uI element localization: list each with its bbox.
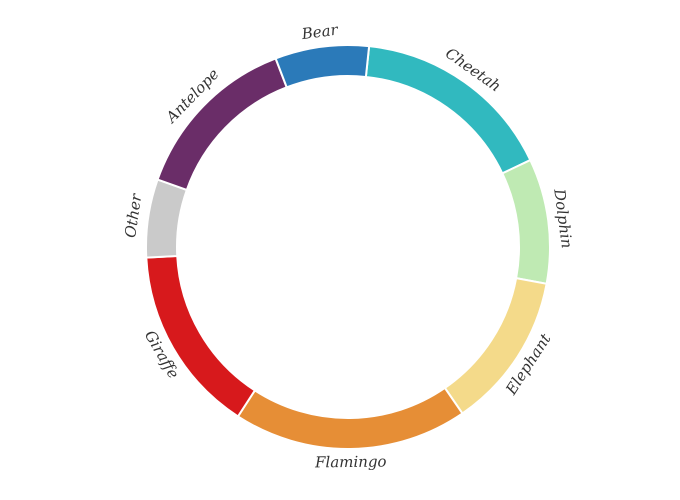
donut-slices: [145, 44, 551, 450]
label-flamingo: Flamingo: [314, 453, 387, 472]
slice-flamingo[interactable]: [236, 386, 464, 450]
slice-dolphin[interactable]: [501, 158, 551, 285]
slice-other[interactable]: [145, 178, 189, 259]
slice-bear[interactable]: [274, 44, 371, 89]
label-other: Other: [121, 192, 145, 239]
donut-labels: CheetahDolphinElephantFlamingoGiraffeOth…: [121, 20, 576, 471]
slice-cheetah[interactable]: [364, 45, 532, 175]
label-bear: Bear: [300, 20, 340, 43]
label-dolphin: Dolphin: [550, 187, 576, 249]
